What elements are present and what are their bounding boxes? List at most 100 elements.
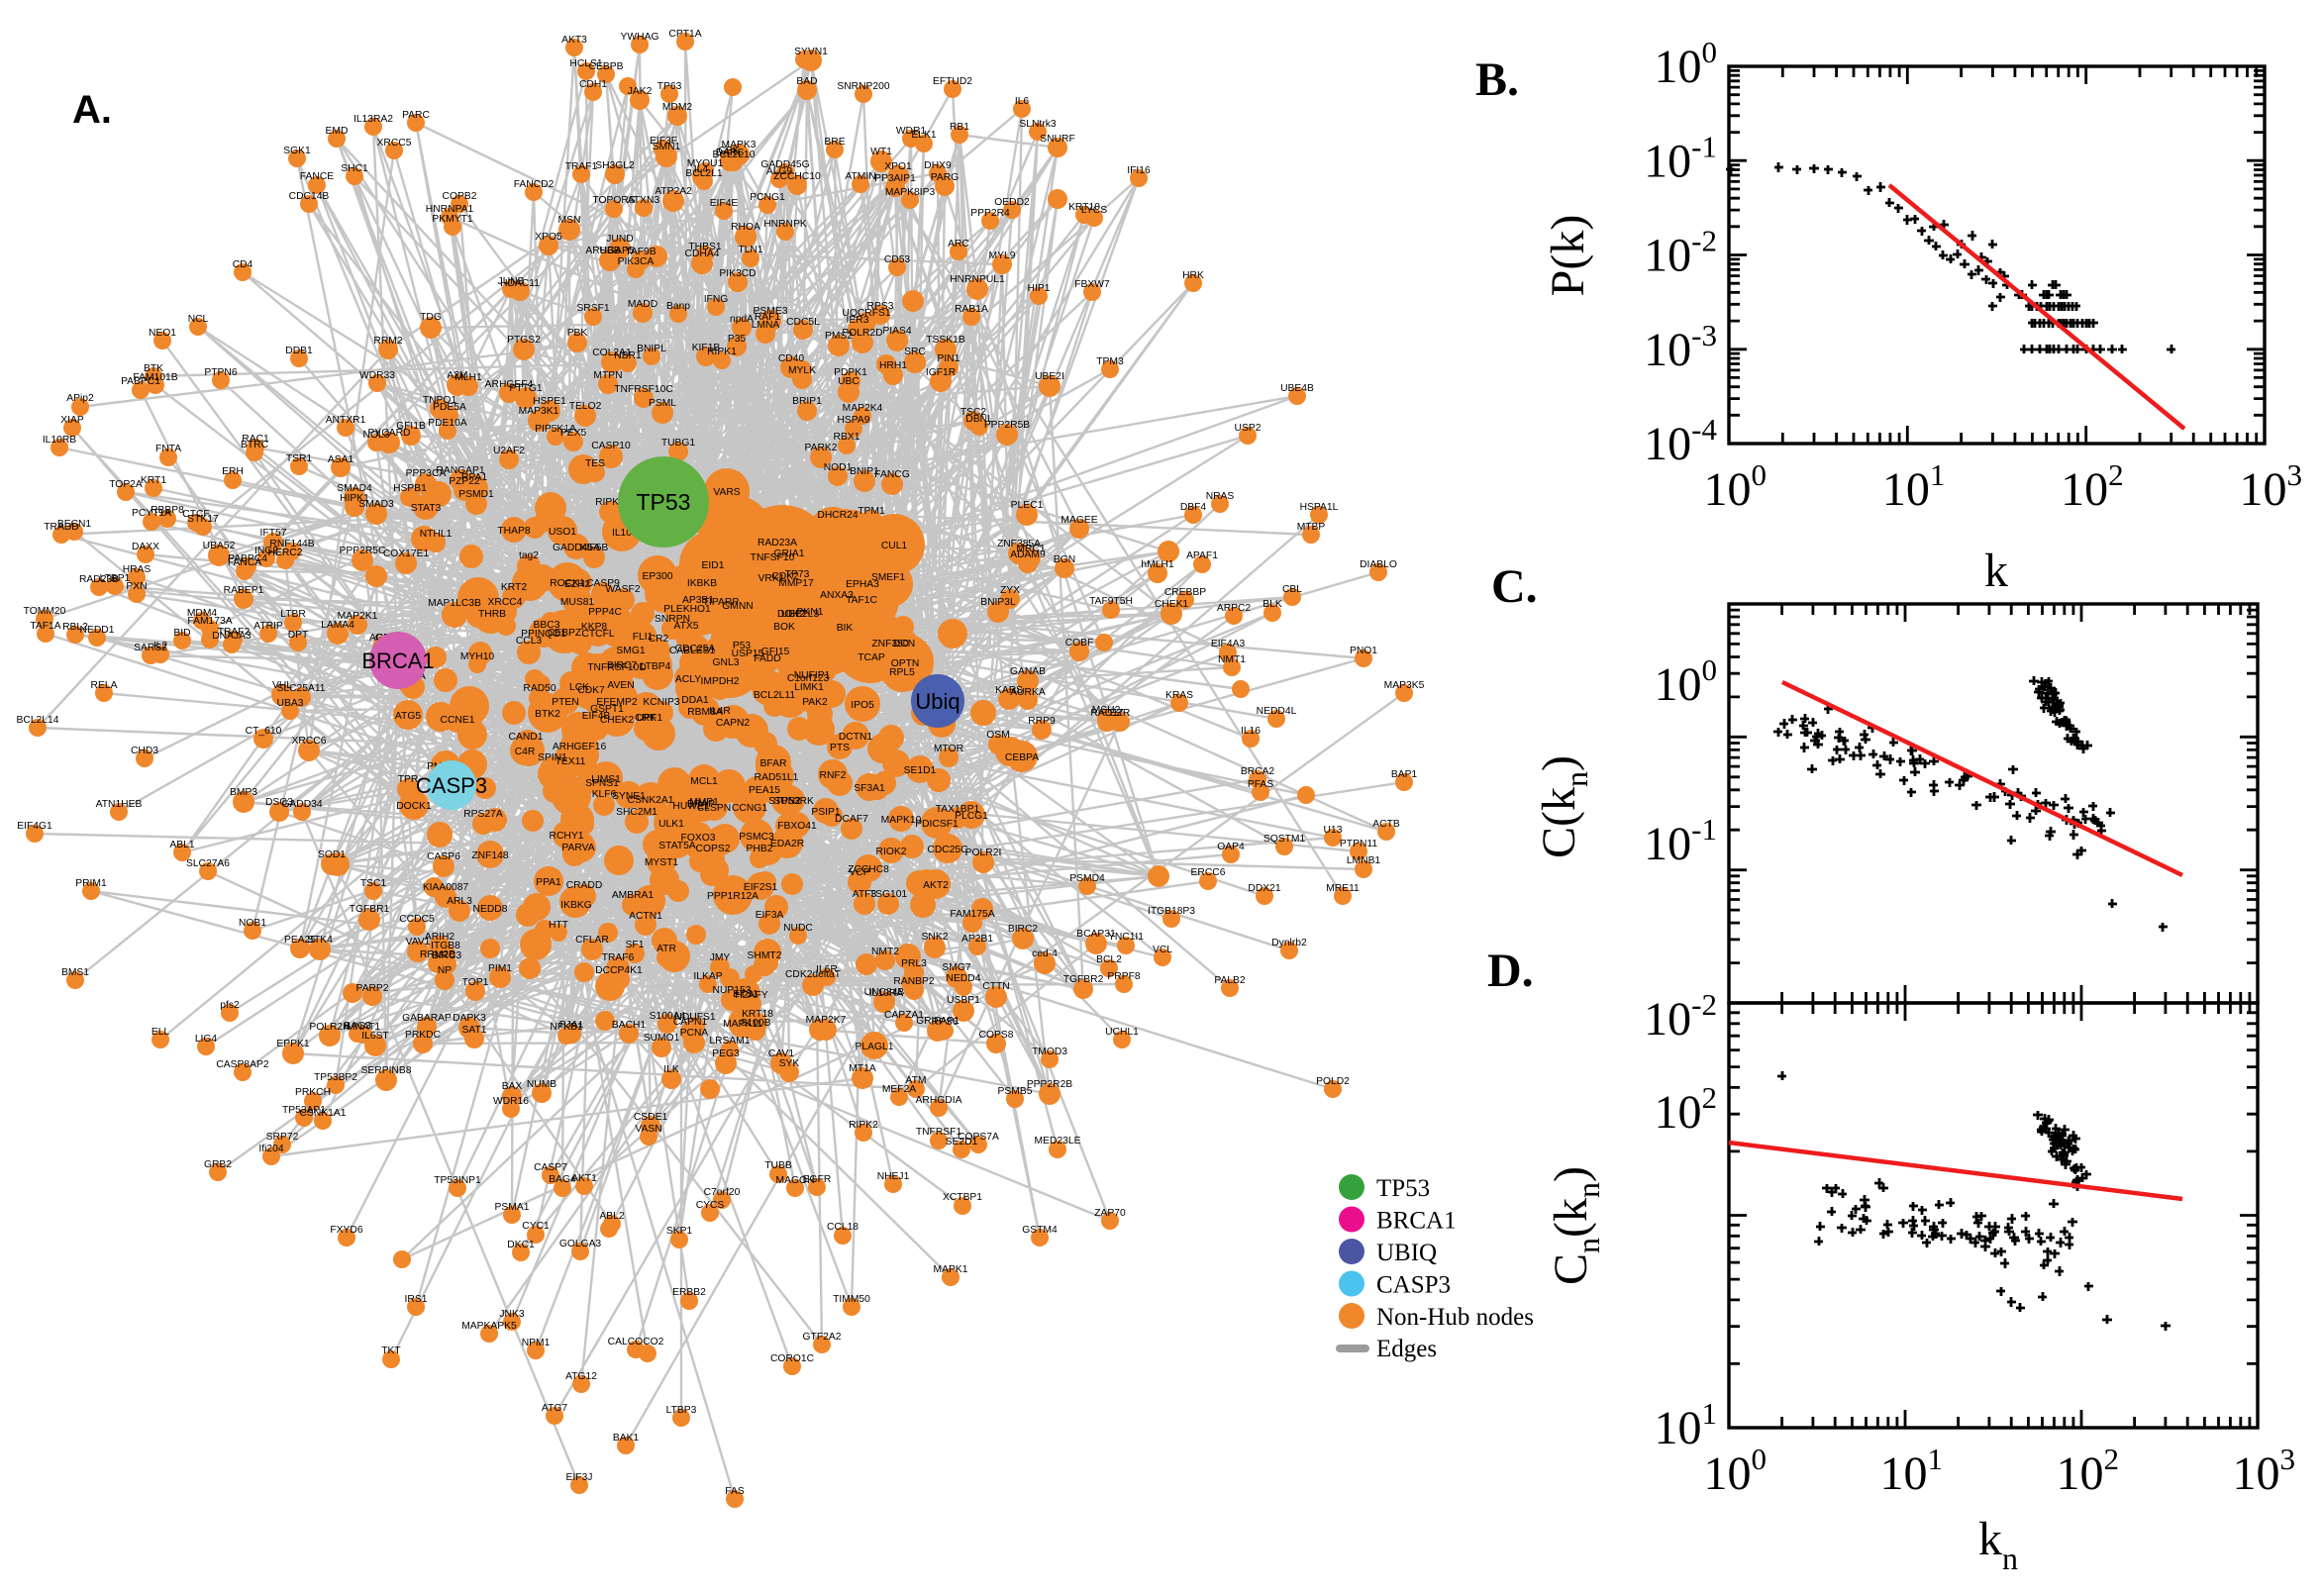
svg-text:SOD1: SOD1 bbox=[318, 849, 346, 860]
svg-text:SARS2: SARS2 bbox=[134, 643, 167, 653]
svg-text:RRP9: RRP9 bbox=[1028, 716, 1056, 727]
svg-text:XRCC6: XRCC6 bbox=[292, 736, 327, 747]
svg-text:RNF144B: RNF144B bbox=[269, 539, 314, 549]
svg-text:TCAP: TCAP bbox=[858, 652, 885, 663]
svg-text:IFNG: IFNG bbox=[704, 294, 729, 305]
svg-text:MAPK1: MAPK1 bbox=[934, 1264, 968, 1275]
svg-text:DDA1: DDA1 bbox=[681, 695, 709, 706]
svg-text:TSC1: TSC1 bbox=[360, 878, 387, 889]
svg-text:DHX9: DHX9 bbox=[924, 160, 952, 171]
svg-text:RPS27A: RPS27A bbox=[463, 809, 503, 820]
svg-text:TP53: TP53 bbox=[637, 489, 691, 515]
svg-text:FAM173A: FAM173A bbox=[187, 616, 232, 627]
svg-text:RAB1A: RAB1A bbox=[955, 304, 988, 315]
svg-text:RABEP1: RABEP1 bbox=[224, 585, 264, 596]
svg-text:TP53AP1: TP53AP1 bbox=[282, 1105, 326, 1116]
svg-text:FLI1: FLI1 bbox=[633, 632, 654, 643]
svg-text:MTPN: MTPN bbox=[593, 370, 622, 381]
svg-text:U2AF2: U2AF2 bbox=[493, 446, 525, 456]
svg-text:A2M: A2M bbox=[447, 370, 467, 381]
svg-text:KARS: KARS bbox=[995, 685, 1023, 696]
svg-text:TOMM20: TOMM20 bbox=[24, 606, 66, 617]
svg-text:UBE2I: UBE2I bbox=[1035, 371, 1064, 382]
svg-text:RIPK2: RIPK2 bbox=[849, 1120, 878, 1131]
svg-text:PRKCH: PRKCH bbox=[295, 1087, 331, 1098]
svg-text:APAF1: APAF1 bbox=[1186, 550, 1218, 561]
svg-text:CABLES1: CABLES1 bbox=[669, 646, 716, 656]
svg-text:CYC1: CYC1 bbox=[522, 1221, 550, 1232]
svg-text:PEA15: PEA15 bbox=[749, 785, 780, 796]
svg-text:JNK3: JNK3 bbox=[499, 1309, 524, 1320]
svg-text:BAP1: BAP1 bbox=[1391, 769, 1418, 780]
svg-text:BAD: BAD bbox=[796, 76, 817, 87]
svg-text:ACTN1: ACTN1 bbox=[629, 911, 662, 922]
svg-text:C7orf20: C7orf20 bbox=[704, 1187, 741, 1198]
svg-text:DBNL: DBNL bbox=[965, 414, 993, 425]
svg-text:MYLK: MYLK bbox=[788, 365, 816, 376]
svg-text:CAPN1: CAPN1 bbox=[673, 1017, 708, 1028]
svg-text:BMP3: BMP3 bbox=[230, 787, 257, 798]
svg-text:PALB2: PALB2 bbox=[1214, 975, 1246, 986]
svg-text:HIP1: HIP1 bbox=[1028, 283, 1051, 294]
svg-text:PLCG1: PLCG1 bbox=[955, 811, 988, 822]
svg-text:EIF4A3: EIF4A3 bbox=[1211, 639, 1246, 649]
svg-text:HUWE1: HUWE1 bbox=[672, 801, 709, 812]
svg-text:ATG7: ATG7 bbox=[542, 1403, 567, 1414]
svg-text:SNK2: SNK2 bbox=[922, 932, 949, 943]
svg-text:NCL: NCL bbox=[188, 314, 209, 325]
svg-text:PTEN: PTEN bbox=[552, 697, 578, 708]
svg-text:10-1: 10-1 bbox=[1644, 129, 1717, 187]
svg-text:MRE11: MRE11 bbox=[1326, 883, 1360, 894]
svg-text:SNRNP200: SNRNP200 bbox=[837, 81, 889, 92]
svg-text:SUN2: SUN2 bbox=[773, 796, 801, 807]
svg-text:IFT57: IFT57 bbox=[260, 528, 287, 539]
svg-text:PBK: PBK bbox=[567, 328, 588, 339]
svg-text:XRCC4: XRCC4 bbox=[488, 597, 523, 608]
svg-text:LIMK1: LIMK1 bbox=[794, 682, 824, 693]
svg-text:k: k bbox=[1984, 545, 2008, 597]
svg-text:FAM175A: FAM175A bbox=[950, 909, 994, 920]
svg-text:ADAM9: ADAM9 bbox=[1010, 549, 1046, 560]
svg-text:TRAF1: TRAF1 bbox=[565, 161, 598, 172]
svg-text:RB1: RB1 bbox=[950, 122, 969, 133]
svg-text:SNRPN: SNRPN bbox=[655, 614, 690, 625]
svg-text:TDG: TDG bbox=[420, 312, 442, 323]
svg-text:MAP3K5: MAP3K5 bbox=[1384, 680, 1425, 691]
svg-text:ARHGDIA: ARHGDIA bbox=[916, 1095, 962, 1106]
svg-text:IPO5: IPO5 bbox=[851, 700, 874, 711]
svg-text:VCL: VCL bbox=[1153, 945, 1172, 955]
svg-text:SLC25A11: SLC25A11 bbox=[276, 683, 325, 694]
svg-text:IER3: IER3 bbox=[847, 315, 869, 326]
svg-text:EIF3A: EIF3A bbox=[756, 910, 784, 921]
svg-text:CTCF: CTCF bbox=[182, 509, 209, 520]
svg-text:PARC: PARC bbox=[402, 110, 430, 121]
svg-text:B.: B. bbox=[1475, 53, 1519, 106]
svg-text:CASP6: CASP6 bbox=[427, 851, 460, 862]
svg-text:NUDC: NUDC bbox=[783, 923, 813, 934]
svg-text:NUP153: NUP153 bbox=[713, 985, 752, 996]
svg-text:SYK: SYK bbox=[779, 1058, 800, 1069]
svg-text:UBA52: UBA52 bbox=[203, 541, 236, 551]
svg-text:RRM2: RRM2 bbox=[373, 336, 402, 347]
svg-text:YNC1I1: YNC1I1 bbox=[1108, 932, 1144, 943]
svg-text:RBX1: RBX1 bbox=[834, 432, 860, 443]
svg-text:TRAF6: TRAF6 bbox=[602, 952, 635, 963]
svg-text:SH3GL2: SH3GL2 bbox=[595, 160, 635, 171]
svg-text:COPS7A: COPS7A bbox=[958, 1132, 999, 1143]
svg-text:UCHL1: UCHL1 bbox=[1105, 1027, 1139, 1038]
svg-text:KKP8: KKP8 bbox=[581, 622, 608, 633]
svg-text:DSG3: DSG3 bbox=[265, 797, 293, 808]
svg-text:PABPC4: PABPC4 bbox=[228, 553, 267, 564]
svg-text:FXYD6: FXYD6 bbox=[330, 1225, 362, 1236]
svg-text:BCL2L10: BCL2L10 bbox=[713, 150, 756, 160]
svg-text:TPM3: TPM3 bbox=[1096, 356, 1124, 367]
svg-text:CCL3: CCL3 bbox=[516, 636, 543, 647]
svg-text:TP53: TP53 bbox=[1376, 1175, 1430, 1202]
svg-text:EFTUD2: EFTUD2 bbox=[933, 76, 972, 87]
svg-text:RAD51L1: RAD51L1 bbox=[755, 772, 799, 783]
svg-text:USO1: USO1 bbox=[549, 527, 576, 538]
svg-text:DNAJA3: DNAJA3 bbox=[212, 631, 252, 642]
svg-text:IKBKG: IKBKG bbox=[560, 900, 591, 911]
svg-text:GADD45A: GADD45A bbox=[553, 543, 600, 553]
svg-text:MYH10: MYH10 bbox=[460, 651, 495, 662]
